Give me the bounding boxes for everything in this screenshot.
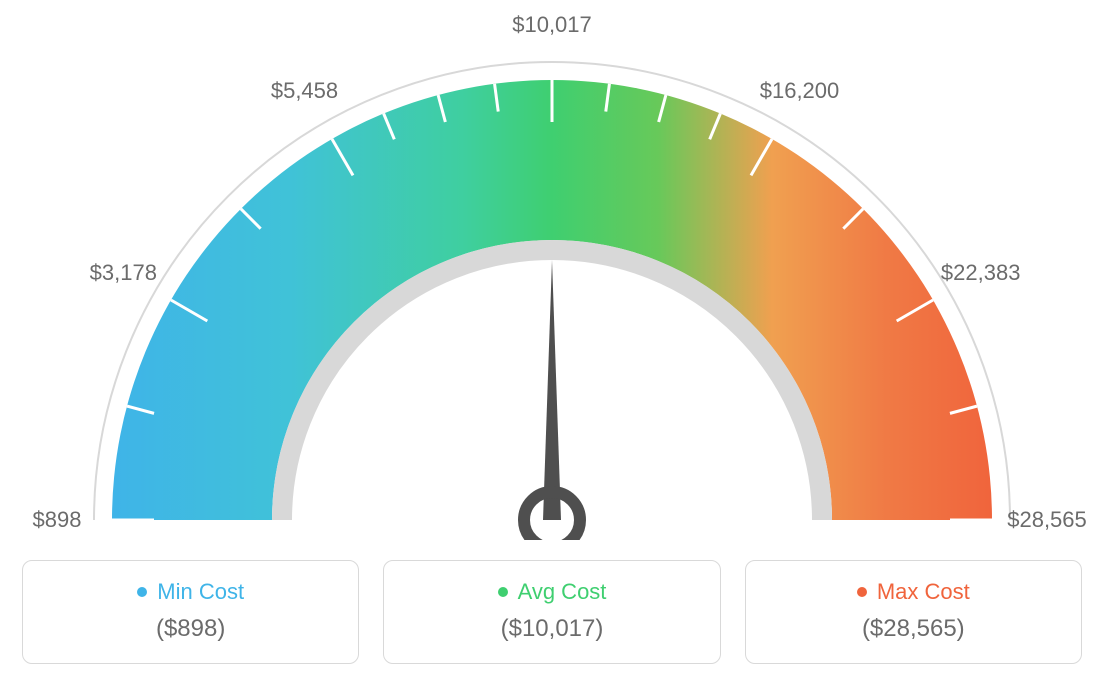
- legend-dot-min: [137, 587, 147, 597]
- gauge-tick-label: $10,017: [512, 12, 592, 38]
- legend-title-min: Min Cost: [137, 579, 244, 605]
- gauge-tick-label: $28,565: [1007, 507, 1087, 533]
- gauge-tick-label: $5,458: [271, 78, 338, 104]
- gauge-tick-label: $22,383: [941, 260, 1021, 286]
- legend-dot-max: [857, 587, 867, 597]
- legend-title-min-text: Min Cost: [157, 579, 244, 605]
- gauge-svg: [22, 20, 1082, 540]
- legend-card-min: Min Cost ($898): [22, 560, 359, 664]
- legend-title-avg: Avg Cost: [498, 579, 607, 605]
- legend-card-max: Max Cost ($28,565): [745, 560, 1082, 664]
- legend-card-avg: Avg Cost ($10,017): [383, 560, 720, 664]
- legend-row: Min Cost ($898) Avg Cost ($10,017) Max C…: [22, 560, 1082, 664]
- legend-value-max: ($28,565): [756, 615, 1071, 643]
- legend-value-avg: ($10,017): [394, 615, 709, 643]
- gauge-tick-label: $3,178: [90, 260, 157, 286]
- gauge-chart: $898$3,178$5,458$10,017$16,200$22,383$28…: [22, 20, 1082, 540]
- legend-title-avg-text: Avg Cost: [518, 579, 607, 605]
- gauge-tick-label: $16,200: [760, 78, 840, 104]
- legend-dot-avg: [498, 587, 508, 597]
- legend-title-max-text: Max Cost: [877, 579, 970, 605]
- legend-value-min: ($898): [33, 615, 348, 643]
- gauge-tick-label: $898: [33, 507, 82, 533]
- legend-title-max: Max Cost: [857, 579, 970, 605]
